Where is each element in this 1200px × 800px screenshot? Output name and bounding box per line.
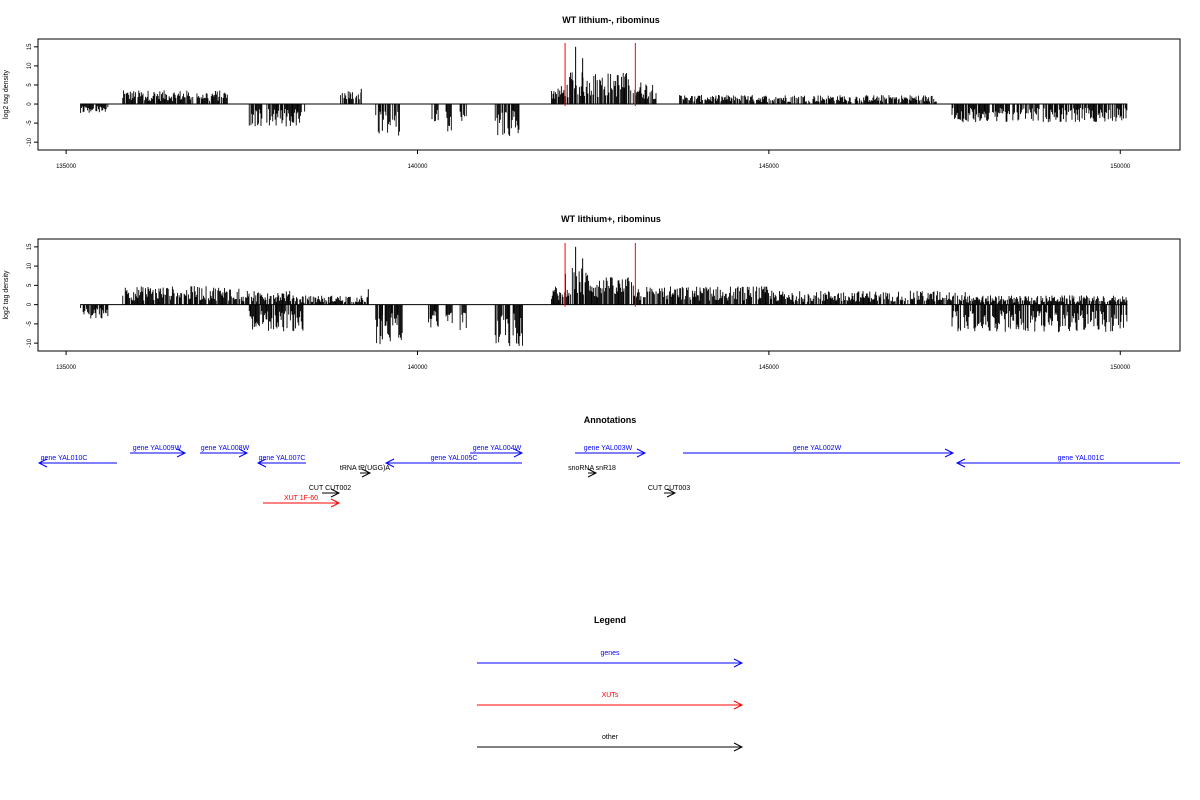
feature-label: snoRNA snR18: [568, 465, 616, 472]
x-tick-label: 135000: [56, 365, 77, 371]
y-tick-label: -5: [27, 321, 33, 327]
y-tick-label: -10: [27, 338, 33, 347]
feature-label: gene YAL009W: [133, 445, 182, 452]
panel-title: WT lithium+, ribominus: [561, 214, 661, 224]
density-bars: [80, 46, 1128, 137]
legend-label: other: [602, 734, 619, 741]
feature-label: gene YAL004W: [473, 445, 522, 452]
arrowhead-right-icon: [944, 448, 955, 458]
y-tick-label: 10: [27, 262, 33, 269]
legend-label: XUTs: [602, 692, 619, 699]
arrowhead-right-icon: [238, 448, 249, 458]
y-tick-label: -10: [27, 137, 33, 146]
density-bars: [80, 246, 1128, 347]
arrowhead-left-icon: [955, 458, 966, 468]
panel-wt-lithium-minus: WT lithium-, ribominus -10 -5 0 5 10 15 log2 t…: [3, 15, 1181, 170]
feature-other: CUT CUT002: [309, 485, 351, 498]
arrowhead-right-icon: [733, 700, 744, 710]
arrowhead-right-icon: [636, 448, 647, 458]
feature-label: gene YAL003W: [584, 445, 633, 452]
arrowhead-left-icon: [384, 458, 395, 468]
y-tick-label: 0: [27, 302, 33, 306]
arrowhead-left-icon: [256, 458, 267, 468]
arrowhead-right-icon: [513, 448, 524, 458]
feature-label: gene YAL007C: [259, 455, 306, 462]
x-tick-label: 140000: [407, 365, 428, 371]
y-tick-label: 15: [27, 243, 33, 250]
feature-gene: gene YAL008W: [200, 445, 250, 458]
x-tick-label: 135000: [56, 164, 77, 170]
legend-item-gene: genes: [477, 650, 744, 668]
arrowhead-right-icon: [733, 658, 744, 668]
feature-label: CUT CUT002: [309, 485, 351, 492]
x-tick-label: 140000: [407, 164, 428, 170]
feature-gene: gene YAL009W: [130, 445, 187, 458]
feature-gene: gene YAL005C: [384, 455, 522, 468]
feature-label: gene YAL005C: [431, 455, 478, 462]
y-tick-label: 5: [27, 83, 33, 87]
arrowhead-right-icon: [361, 468, 372, 478]
legend: Legend genes XUTs other: [477, 615, 744, 752]
annotations-track: Annotations gene YAL010C gene YAL009W gene…: [37, 415, 1180, 508]
arrowhead-right-icon: [330, 498, 341, 508]
x-tick-label: 145000: [759, 365, 780, 371]
y-tick-label: 15: [27, 43, 33, 50]
y-tick-label: 10: [27, 62, 33, 69]
feature-other: CUT CUT003: [648, 485, 690, 498]
legend-item-xut: XUTs: [477, 692, 744, 710]
arrowhead-right-icon: [733, 742, 744, 752]
feature-label: tRNA tP(UGG)A: [340, 465, 391, 472]
plot-frame: [37, 38, 1181, 151]
x-tick-label: 150000: [1110, 365, 1131, 371]
feature-label: gene YAL010C: [41, 455, 88, 462]
y-tick-label: 0: [27, 102, 33, 106]
feature-label: gene YAL008W: [201, 445, 250, 452]
feature-label: gene YAL001C: [1058, 455, 1105, 462]
feature-xut: XUT 1F-60: [263, 495, 341, 508]
plot-frame: [37, 238, 1181, 352]
feature-label: CUT CUT003: [648, 485, 690, 492]
y-tick-label: -5: [27, 120, 33, 126]
feature-label: XUT 1F-60: [284, 495, 318, 502]
feature-gene: gene YAL010C: [37, 455, 117, 468]
legend-item-other: other: [477, 734, 744, 752]
feature-gene: gene YAL002W: [683, 445, 955, 458]
feature-gene: gene YAL004W: [470, 445, 524, 458]
annotations-title: Annotations: [584, 415, 637, 425]
x-tick-label: 145000: [759, 164, 780, 170]
feature-other: tRNA tP(UGG)A: [340, 465, 391, 478]
feature-gene: gene YAL007C: [256, 455, 306, 468]
y-axis-label: log2 tag density: [3, 270, 10, 320]
panel-wt-lithium-plus: WT lithium+, ribominus -10 -5 0 5 10 15 log2 t…: [3, 214, 1181, 371]
arrowhead-right-icon: [330, 488, 341, 498]
feature-other: snoRNA snR18: [568, 465, 616, 478]
arrowhead-right-icon: [587, 468, 598, 478]
feature-gene: gene YAL001C: [955, 455, 1180, 468]
arrowhead-right-icon: [176, 448, 187, 458]
panel-title: WT lithium-, ribominus: [562, 15, 660, 25]
legend-title: Legend: [594, 615, 626, 625]
legend-label: genes: [600, 650, 620, 657]
feature-label: gene YAL002W: [793, 445, 842, 452]
y-axis-label: log2 tag density: [3, 69, 10, 119]
arrowhead-left-icon: [37, 458, 48, 468]
y-tick-label: 5: [27, 283, 33, 287]
x-tick-label: 150000: [1110, 164, 1131, 170]
feature-gene: gene YAL003W: [575, 445, 647, 458]
arrowhead-right-icon: [666, 488, 677, 498]
